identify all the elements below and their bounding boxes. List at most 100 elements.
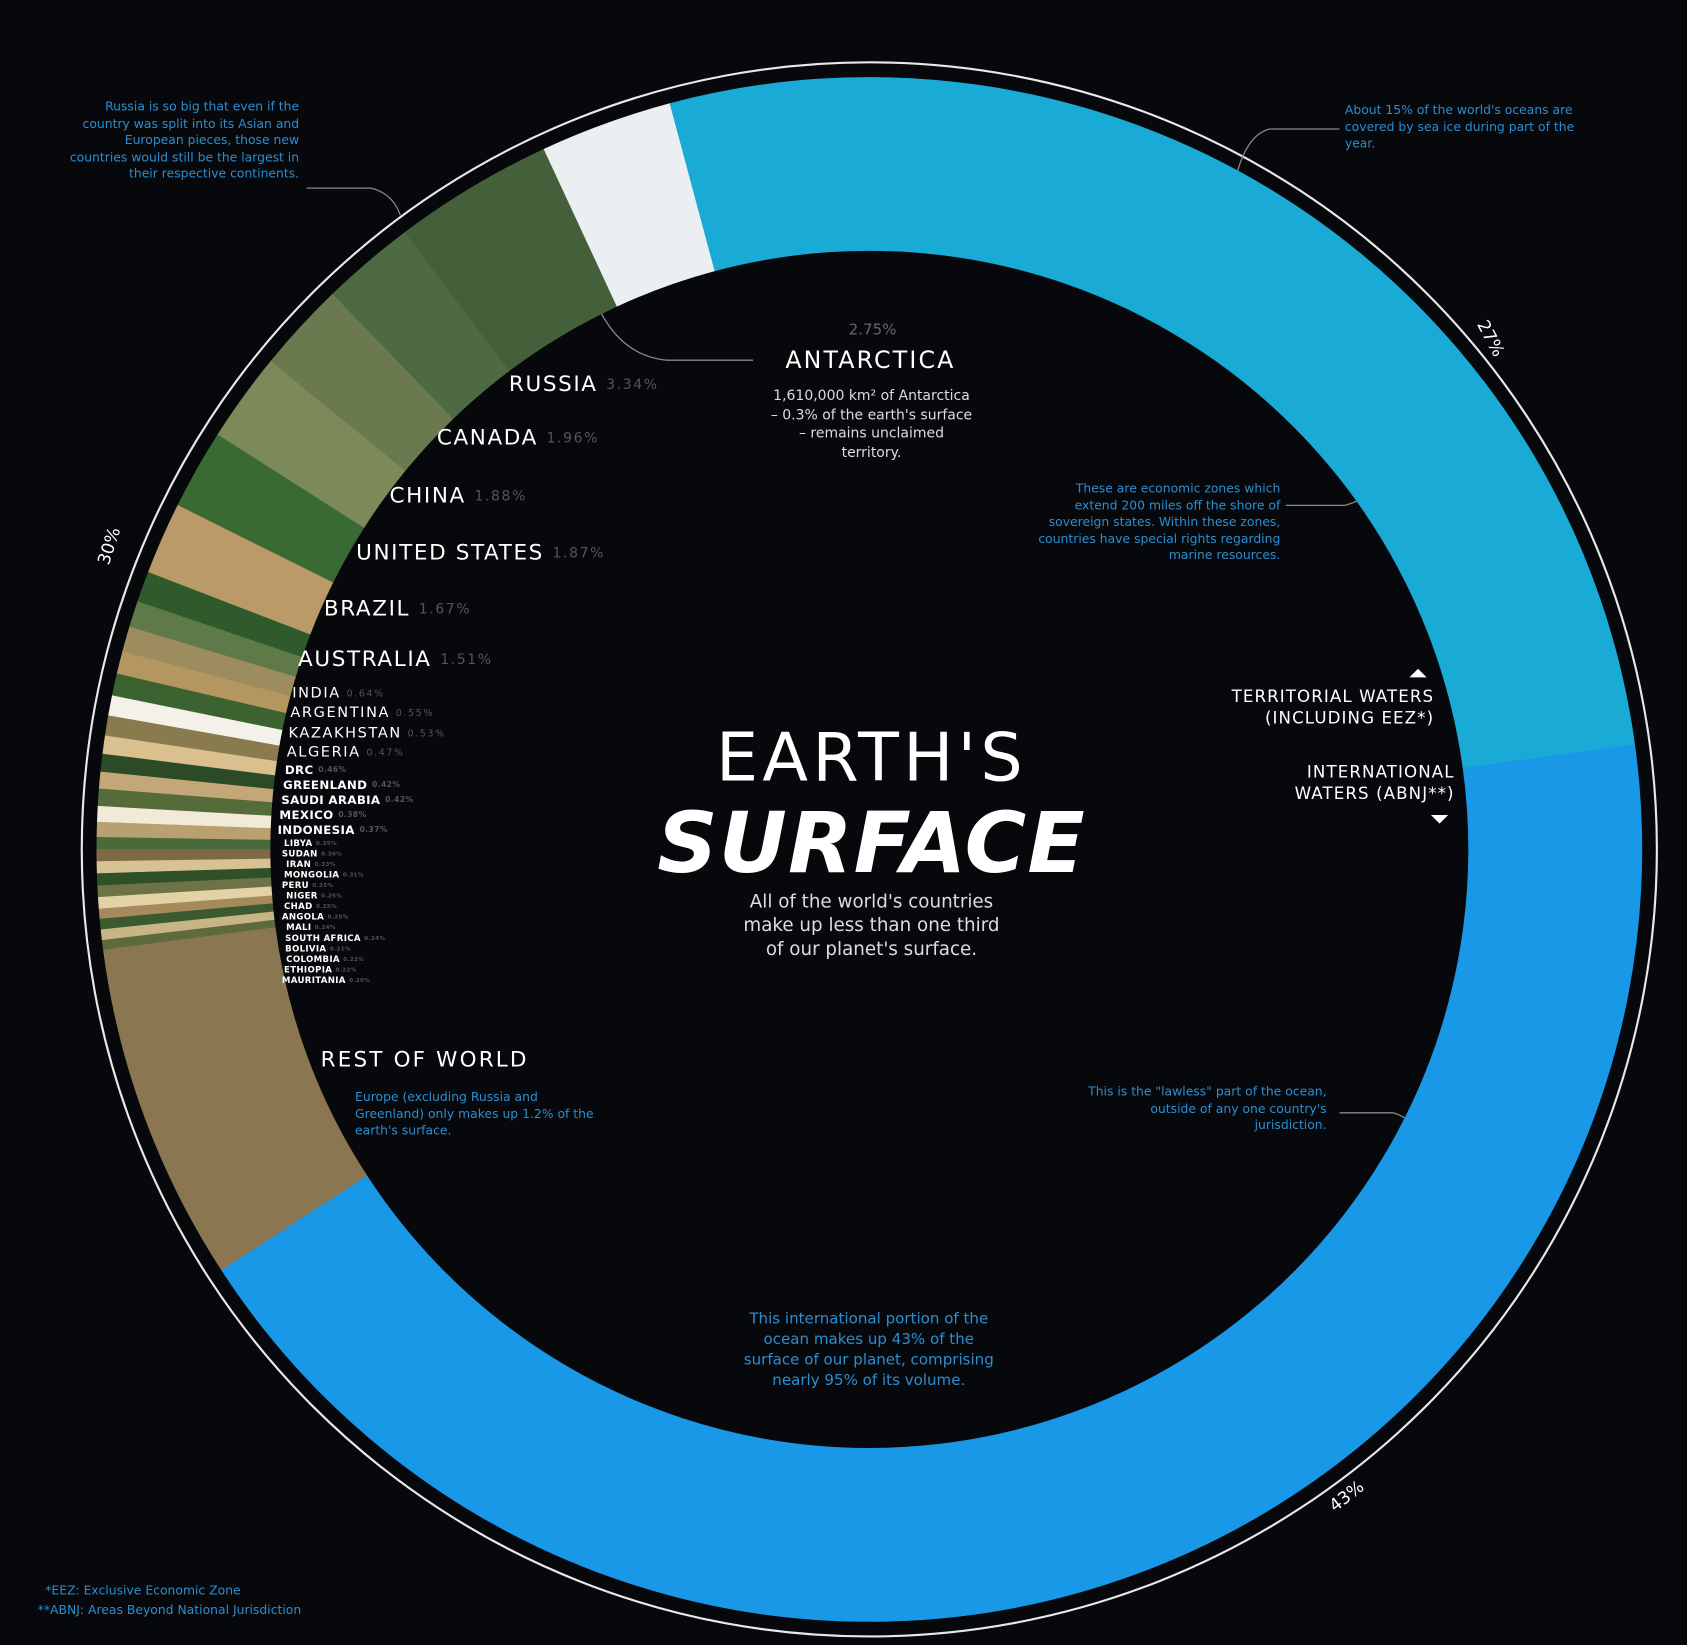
- value-label: 1.88%: [474, 489, 526, 505]
- annotation: Russia is so big that even if the countr…: [69, 98, 300, 181]
- value-label: 0.24%: [364, 935, 385, 941]
- value-label: 0.46%: [318, 765, 346, 774]
- country-label: MONGOLIA 0.31%: [284, 870, 364, 880]
- footnote: **ABNJ: Areas Beyond National Jurisdicti…: [37, 1602, 302, 1618]
- annotation: Europe (excluding Russia and Greenland) …: [355, 1089, 594, 1138]
- footnote: *EEZ: Exclusive Economic Zone: [45, 1582, 241, 1598]
- value-label: 0.31%: [343, 872, 364, 878]
- country-name: ANGOLA: [282, 912, 324, 922]
- country-label: LIBYA 0.35%: [284, 838, 337, 848]
- country-name: MEXICO: [279, 808, 333, 822]
- country-name: ARGENTINA: [290, 705, 390, 721]
- country-label: SAUDI ARABIA 0.42%: [281, 792, 413, 806]
- country-label: AUSTRALIA 1.51%: [298, 647, 493, 672]
- value-label: 0.24%: [315, 925, 336, 931]
- value-label: 0.35%: [316, 840, 337, 846]
- country-label: INDONESIA 0.37%: [278, 823, 388, 837]
- country-name: INDIA: [292, 686, 341, 702]
- title-emphasis: SURFACE: [657, 795, 1086, 893]
- value-label: 3.34%: [606, 377, 658, 393]
- country-name: NIGER: [286, 891, 318, 901]
- country-name: CANADA: [437, 426, 538, 451]
- country-name: SAUDI ARABIA: [281, 792, 381, 806]
- country-label: INDIA 0.64%: [292, 686, 384, 702]
- country-name: AUSTRALIA: [298, 647, 432, 672]
- country-label: CANADA 1.96%: [437, 426, 599, 451]
- category-label: TERRITORIAL WATERS (INCLUDING EEZ*): [1231, 687, 1435, 729]
- country-name: CHAD: [284, 902, 313, 912]
- value-label: 0.42%: [372, 780, 400, 789]
- value-label: 2.75%: [849, 321, 897, 339]
- country-label: UNITED STATES 1.87%: [356, 541, 605, 566]
- value-label: 1.87%: [553, 546, 605, 562]
- country-label: RUSSIA 3.34%: [509, 372, 659, 397]
- country-name: SOUTH AFRICA: [285, 933, 361, 943]
- country-name: PERU: [282, 881, 309, 891]
- value-label: 0.47%: [367, 747, 405, 758]
- country-label: CHAD 0.25%: [284, 902, 337, 912]
- country-label: ETHIOPIA 0.22%: [284, 965, 357, 975]
- category-label: ANTARCTICA: [785, 346, 955, 374]
- annotation: This international portion of the ocean …: [743, 1310, 994, 1389]
- country-name: GREENLAND: [283, 777, 367, 791]
- annotation: These are economic zones which extend 20…: [1038, 480, 1281, 563]
- country-label: ALGERIA 0.47%: [287, 745, 405, 761]
- country-name: UNITED STATES: [356, 541, 544, 566]
- country-name: ALGERIA: [287, 745, 361, 761]
- country-name: ETHIOPIA: [284, 965, 332, 975]
- country-name: IRAN: [286, 860, 311, 870]
- country-label: COLOMBIA 0.22%: [286, 954, 364, 964]
- country-label: MALI 0.24%: [286, 923, 336, 933]
- country-name: SUDAN: [282, 849, 318, 859]
- country-name: KAZAKHSTAN: [289, 725, 402, 741]
- country-name: RUSSIA: [509, 372, 598, 397]
- country-name: DRC: [285, 762, 314, 776]
- value-label: 1.51%: [440, 652, 492, 668]
- value-label: 0.64%: [347, 688, 385, 699]
- value-label: 0.22%: [343, 956, 364, 962]
- value-label: 0.33%: [315, 862, 336, 868]
- country-label: IRAN 0.33%: [286, 860, 335, 870]
- category-label: REST OF WORLD: [320, 1046, 529, 1072]
- country-name: INDONESIA: [278, 823, 356, 837]
- country-name: MONGOLIA: [284, 870, 339, 880]
- value-label: 0.42%: [385, 795, 413, 804]
- country-label: KAZAKHSTAN 0.53%: [289, 725, 446, 741]
- country-label: BOLIVIA 0.21%: [285, 944, 351, 954]
- value-label: 0.38%: [338, 810, 366, 819]
- country-label: MEXICO 0.38%: [279, 808, 366, 822]
- value-label: 0.21%: [330, 946, 351, 952]
- category-label: INTERNATIONAL WATERS (ABNJ**): [1294, 762, 1455, 804]
- value-label: 0.25%: [316, 904, 337, 910]
- value-label: 0.37%: [359, 825, 387, 834]
- value-label: 1.67%: [419, 602, 471, 618]
- country-name: CHINA: [389, 484, 465, 509]
- outer-circle: [80, 61, 1658, 1638]
- value-label: 1.96%: [547, 431, 599, 447]
- country-label: PERU 0.25%: [282, 881, 334, 891]
- value-label: 0.53%: [408, 728, 446, 739]
- annotation: This is the "lawless" part of the ocean,…: [1088, 1083, 1327, 1133]
- country-label: NIGER 0.25%: [286, 891, 342, 901]
- country-name: MALI: [286, 923, 311, 933]
- value-label: 0.20%: [349, 977, 370, 983]
- segment: [221, 744, 1643, 1622]
- country-name: COLOMBIA: [286, 954, 340, 964]
- annotation: 1,610,000 km² of Antarctica – 0.3% of th…: [770, 388, 973, 461]
- country-name: LIBYA: [284, 838, 312, 848]
- country-label: SOUTH AFRICA 0.24%: [285, 933, 385, 943]
- value-label: 0.25%: [312, 883, 333, 889]
- country-label: GREENLAND 0.42%: [283, 777, 400, 791]
- segment: [543, 103, 715, 307]
- country-label: MAURITANIA 0.20%: [282, 975, 370, 985]
- subtitle: All of the world's countries make up les…: [743, 891, 1000, 961]
- title: EARTH'S: [715, 718, 1027, 797]
- country-name: MAURITANIA: [282, 975, 346, 985]
- country-label: ARGENTINA 0.55%: [290, 705, 434, 721]
- value-label: 0.25%: [328, 914, 349, 920]
- segment: [668, 77, 1636, 769]
- value-label: 0.22%: [336, 967, 357, 973]
